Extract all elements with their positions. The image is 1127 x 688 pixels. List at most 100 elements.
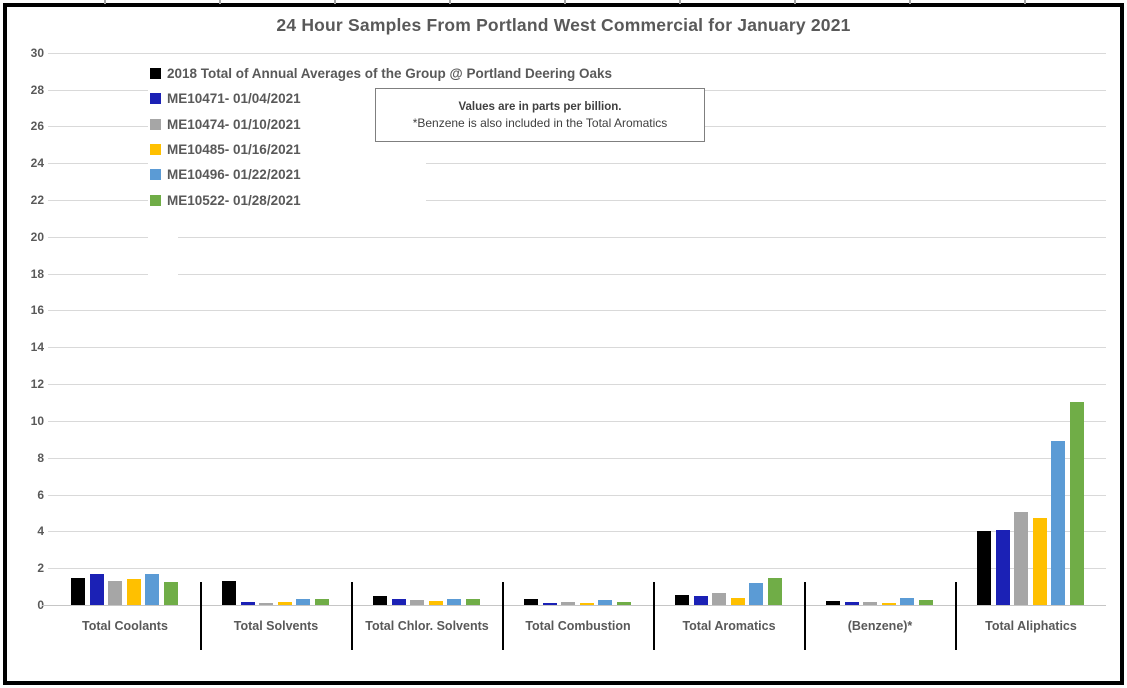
bar[interactable] — [1032, 518, 1047, 605]
note-line-2: *Benzene is also included in the Total A… — [412, 115, 668, 130]
gridline — [48, 163, 1106, 165]
bar[interactable] — [410, 600, 424, 605]
legend-label: ME10474- 01/10/2021 — [167, 116, 301, 132]
y-tick-label: 20 — [30, 229, 44, 244]
legend-label: ME10522- 01/28/2021 — [167, 192, 301, 208]
bar[interactable] — [844, 602, 859, 605]
bar[interactable] — [524, 598, 538, 605]
y-tick-label: 30 — [30, 45, 44, 60]
bar[interactable] — [730, 597, 745, 605]
bar[interactable] — [222, 581, 236, 605]
gridline — [48, 420, 1106, 422]
bar[interactable] — [428, 601, 443, 605]
bar[interactable] — [465, 598, 480, 605]
legend-item[interactable]: ME10522- 01/28/2021 — [148, 187, 426, 212]
y-tick-label: 6 — [37, 487, 44, 502]
bar[interactable] — [598, 600, 612, 605]
bar[interactable] — [918, 600, 933, 605]
category-label: Total Aliphatics — [985, 619, 1077, 633]
bar[interactable] — [767, 578, 782, 605]
bar[interactable] — [108, 581, 122, 605]
y-tick-label: 14 — [30, 340, 44, 355]
bar[interactable] — [447, 599, 461, 605]
bar[interactable] — [163, 581, 178, 605]
bar[interactable] — [712, 593, 726, 605]
category-label: Total Solvents — [233, 619, 319, 633]
bar[interactable] — [259, 603, 273, 605]
gridline — [48, 236, 1106, 238]
chart-title[interactable]: 24 Hour Samples From Portland West Comme… — [276, 15, 851, 35]
y-tick-label: 26 — [30, 119, 44, 134]
x-axis-line — [48, 605, 1106, 606]
bar[interactable] — [126, 579, 141, 605]
legend-swatch-icon — [150, 68, 161, 80]
bar[interactable] — [314, 598, 329, 605]
note-textbox[interactable]: Values are in parts per billion. *Benzen… — [375, 88, 705, 142]
column-boundary-tick — [104, 0, 106, 4]
gridline — [48, 273, 1106, 275]
category-separator — [350, 582, 353, 650]
bar[interactable] — [542, 603, 557, 605]
gridline — [48, 494, 1106, 496]
bar[interactable] — [881, 603, 896, 605]
bar[interactable] — [900, 597, 914, 605]
y-tick-label: 12 — [30, 377, 44, 392]
legend-item[interactable]: 2018 Total of Annual Averages of the Gro… — [148, 61, 612, 86]
bar[interactable] — [995, 529, 1010, 605]
bar[interactable] — [1069, 401, 1084, 605]
bar[interactable] — [977, 531, 991, 605]
gridline — [48, 310, 1106, 312]
category-separator — [954, 582, 957, 650]
column-boundary-tick — [1024, 0, 1026, 4]
legend-item[interactable]: ME10474- 01/10/2021 — [148, 112, 426, 137]
legend-label: ME10471- 01/04/2021 — [167, 91, 301, 107]
gridline — [48, 568, 1106, 570]
legend-label: 2018 Total of Annual Averages of the Gro… — [167, 66, 612, 82]
legend-item[interactable]: ME10485- 01/16/2021 — [148, 137, 426, 162]
legend-item[interactable]: ME10496- 01/22/2021 — [148, 162, 426, 187]
column-boundary-tick — [219, 0, 221, 4]
bar[interactable] — [71, 578, 85, 605]
column-boundary-tick — [449, 0, 451, 4]
bar[interactable] — [296, 598, 310, 605]
bar[interactable] — [863, 602, 877, 605]
column-boundary-tick — [564, 0, 566, 4]
legend-swatch-icon — [150, 194, 161, 206]
y-tick-label: 28 — [30, 82, 44, 97]
bar[interactable] — [826, 601, 840, 605]
bar[interactable] — [579, 603, 594, 605]
bar[interactable] — [1051, 441, 1065, 605]
bar[interactable] — [240, 602, 255, 605]
note-line-1: Values are in parts per billion. — [458, 100, 622, 113]
legend-swatch-icon — [150, 144, 161, 156]
column-boundary-tick — [794, 0, 796, 4]
bar[interactable] — [373, 595, 387, 605]
bar[interactable] — [675, 594, 689, 605]
bar[interactable] — [749, 582, 763, 605]
legend-item[interactable]: ME10471- 01/04/2021 — [148, 86, 426, 111]
bar[interactable] — [89, 573, 104, 605]
y-tick-label: 4 — [37, 524, 44, 539]
y-tick-label: 16 — [30, 303, 44, 318]
category-label: Total Aromatics — [682, 619, 776, 633]
y-tick-label: 18 — [30, 266, 44, 281]
bar[interactable] — [616, 602, 631, 605]
category-label: Total Coolants — [82, 619, 168, 633]
bar[interactable] — [1014, 512, 1028, 605]
category-label: (Benzene)* — [847, 619, 913, 633]
gridline — [48, 531, 1106, 533]
bar[interactable] — [561, 602, 575, 605]
category-label: Total Chlor. Solvents — [365, 619, 489, 633]
y-tick-label: 0 — [37, 598, 44, 612]
bar[interactable] — [391, 599, 406, 605]
category-separator — [199, 582, 202, 650]
origin-tick — [42, 605, 48, 606]
legend-background-artifact — [148, 212, 178, 288]
column-boundary-tick — [334, 0, 336, 4]
column-boundary-tick — [679, 0, 681, 4]
y-tick-label: 24 — [30, 156, 44, 171]
bar[interactable] — [145, 573, 159, 605]
bar[interactable] — [277, 602, 292, 605]
bar[interactable] — [693, 595, 708, 605]
